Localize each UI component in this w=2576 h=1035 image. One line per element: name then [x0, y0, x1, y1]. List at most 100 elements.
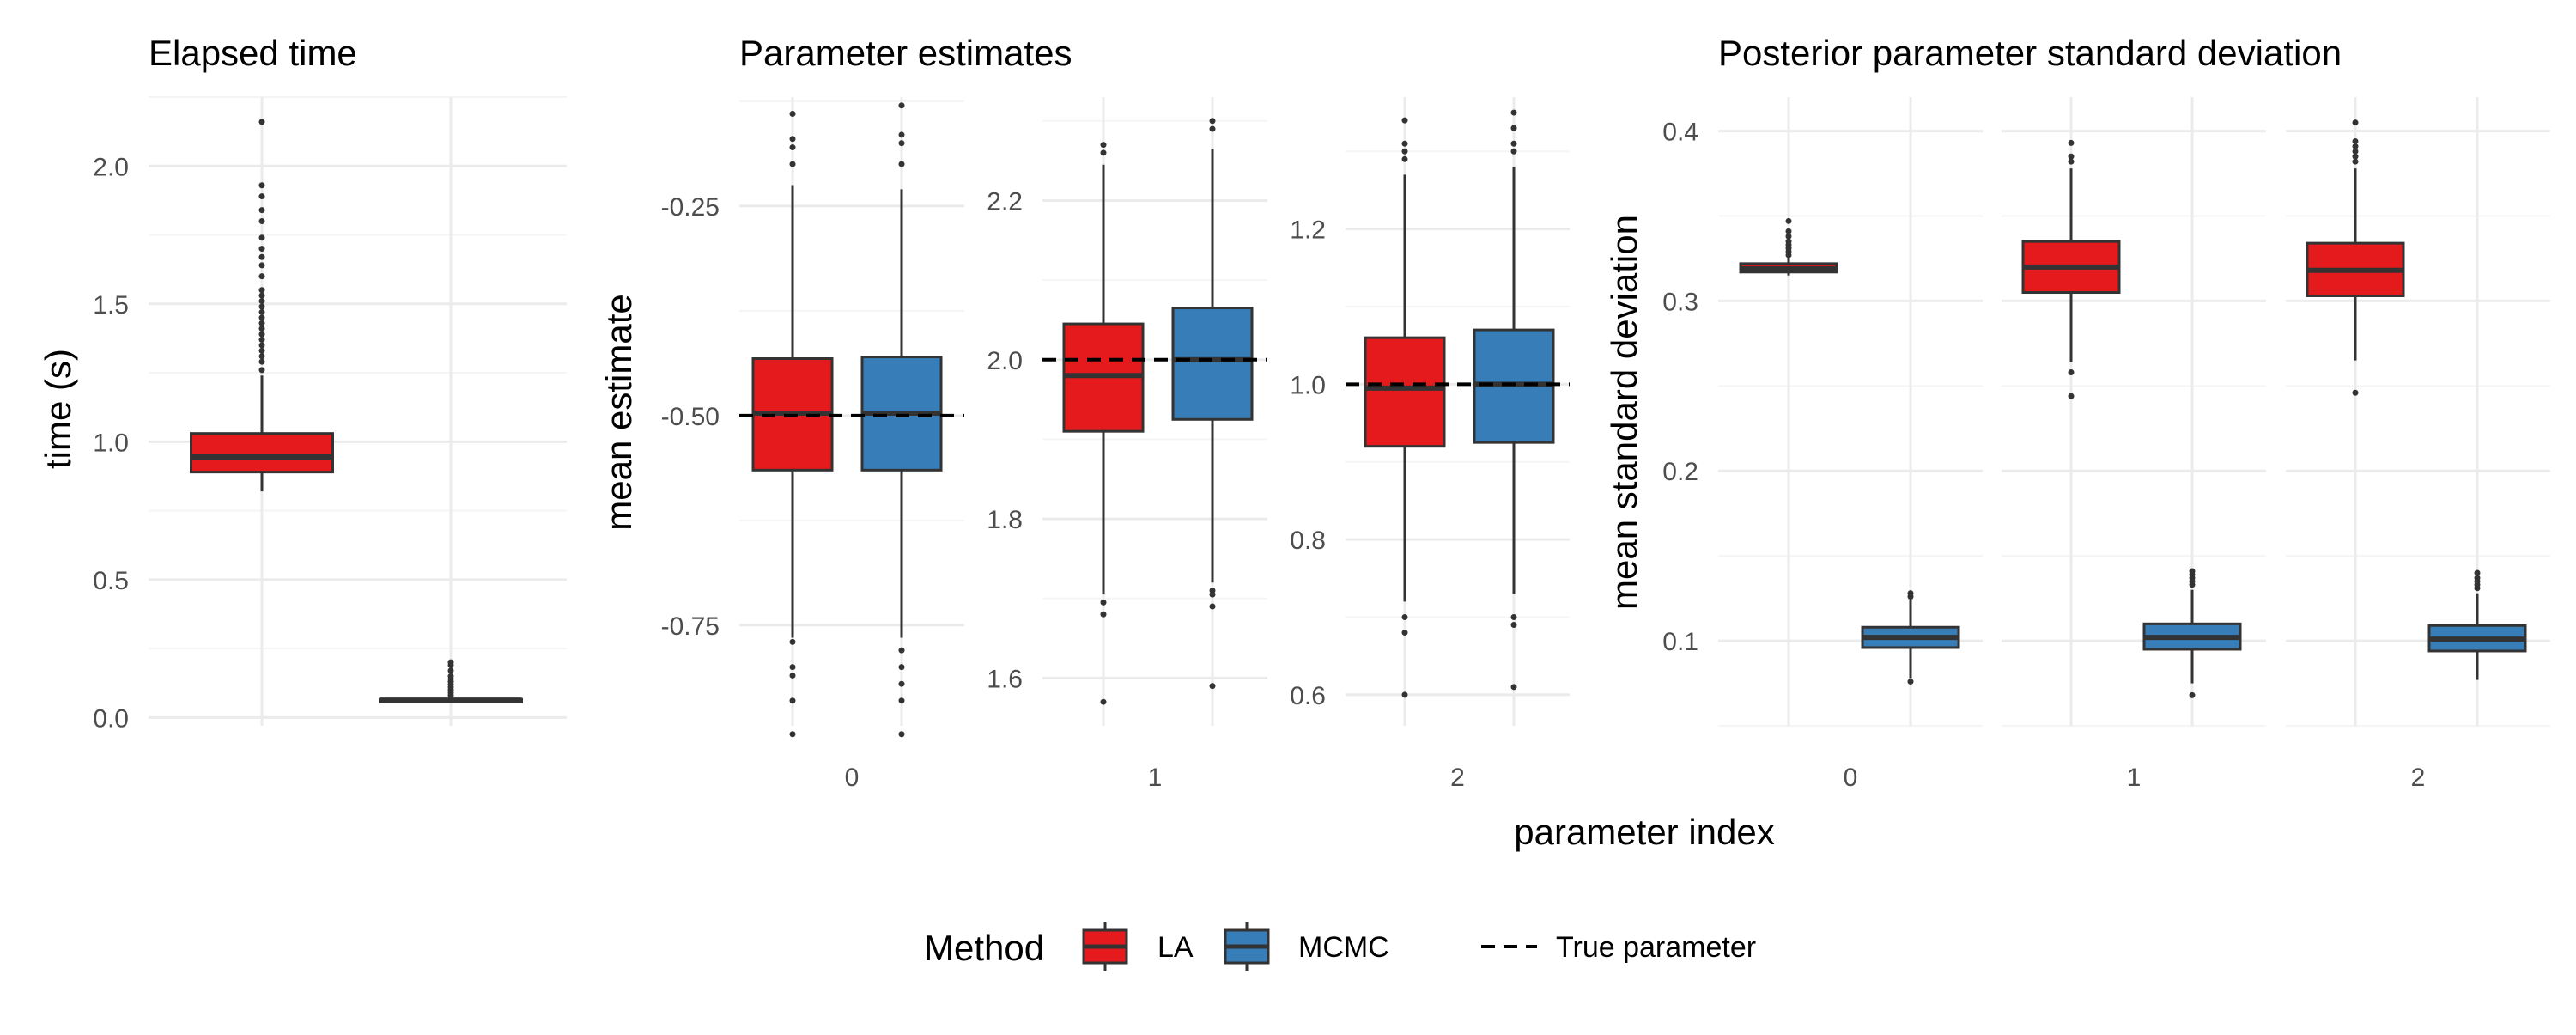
- panel1-facet0-y-tick-label-1: -0.50: [661, 403, 720, 431]
- panel2-facet1-la-outlier-3: [2068, 368, 2075, 375]
- panel0-facet0-la-outlier-16: [258, 262, 265, 269]
- panel0-facet0-la-outlier-3: [258, 347, 265, 354]
- panel1-facet0-mcmc-outlier-7: [898, 697, 905, 704]
- panel0-facet0-la-outlier-10: [258, 308, 265, 315]
- panel0-facet0-la-outlier-6: [258, 331, 265, 338]
- panel1-facet0-la-outlier-8: [789, 731, 796, 738]
- panel1-facet2-y-tick-label-3: 1.2: [1290, 216, 1326, 245]
- panel2-facet2-la-outlier-5: [2352, 119, 2359, 126]
- panel0-facet0-la-outlier-12: [258, 298, 265, 305]
- panel0-facet0-la-outlier-7: [258, 326, 265, 332]
- panel1-facet2-y-tick-label-2: 1.0: [1290, 371, 1326, 399]
- panel1-facet1-y-tick-label-2: 2.0: [987, 347, 1023, 375]
- x-axis-title: parameter index: [1514, 812, 1775, 852]
- panel2-facet2-la-outlier-2: [2352, 148, 2359, 155]
- panel0-facet0-la-outlier-17: [258, 253, 265, 260]
- panel1-facet2-la-outlier-0: [1401, 155, 1408, 162]
- panel1-facet1-la-outlier-0: [1100, 149, 1107, 156]
- panel1-facet0-la-outlier-7: [789, 697, 796, 704]
- legend-key-mcmc: [1224, 922, 1270, 971]
- panel2-facet0-la-outlier-6: [1785, 228, 1792, 234]
- panel2-facet0-y-tick-label-0: 0.1: [1662, 628, 1698, 656]
- panel0-facet0-la-outlier-19: [258, 234, 265, 241]
- legend-label-la: LA: [1157, 931, 1194, 964]
- panel1-facet2-la-outlier-1: [1401, 148, 1408, 155]
- panel2-facet0-mcmc-outlier-1: [1907, 590, 1914, 597]
- panel1-facet0-la-outlier-0: [789, 111, 796, 118]
- panel2-facet0-y-tick-label-1: 0.2: [1662, 458, 1698, 486]
- legend-title: Method: [924, 928, 1044, 968]
- panel2-facet0-la-outlier-4: [1785, 238, 1792, 245]
- panel2-facet0-x-tick-label: 0: [1844, 764, 1858, 792]
- panel1-facet2-y-tick-label-0: 0.6: [1290, 682, 1326, 710]
- panel1-facet1-la-outlier-1: [1100, 142, 1107, 149]
- panel1-facet1-mcmc-outlier-1: [1209, 118, 1216, 125]
- panel1-facet2-mcmc-outlier-1: [1510, 140, 1517, 147]
- panel1-facet0-mcmc-outlier-1: [898, 131, 905, 138]
- panel0-facet0-mcmc-outlier-8: [447, 667, 454, 674]
- panel1-facet2-y-tick-label-1: 0.8: [1290, 527, 1326, 555]
- panel1-facet2-mcmc-outlier-0: [1510, 148, 1517, 155]
- panel0-facet0-la-outlier-0: [258, 367, 265, 374]
- panel1-facet0-y-tick-label-2: -0.75: [661, 612, 720, 641]
- panel2-facet1-la-outlier-1: [2068, 153, 2075, 160]
- panel2-facet1-la-outlier-2: [2068, 139, 2075, 146]
- panel1-facet1-mcmc-box: [1171, 307, 1254, 421]
- panel0-facet0-y-tick-label-3: 1.5: [93, 291, 129, 320]
- panel2-facet2-mcmc-outlier-4: [2474, 569, 2481, 576]
- panel2-facet0-y-tick-label-3: 0.4: [1662, 119, 1698, 147]
- panel1-facet0-mcmc-outlier-2: [898, 140, 905, 147]
- panel1-facet2-x-tick-label: 2: [1450, 764, 1465, 792]
- panel2-facet0-y-tick-label-2: 0.3: [1662, 288, 1698, 316]
- panel2-facet1-la-outlier-4: [2068, 393, 2075, 399]
- panel1-facet2-la-outlier-4: [1401, 613, 1408, 620]
- panel0-facet0-la-outlier-15: [258, 273, 265, 280]
- estimates-y-axis-title: mean estimate: [598, 294, 639, 530]
- panel1-facet1-y-tick-label-1: 1.8: [987, 506, 1023, 534]
- panel1-facet0-mcmc-outlier-5: [898, 664, 905, 671]
- panel1-facet2-mcmc-outlier-5: [1510, 622, 1517, 629]
- panel1-facet0-la-outlier-1: [789, 136, 796, 143]
- panel2-facet1-mcmc-outlier-4: [2189, 568, 2196, 575]
- panel2-facet2-la-outlier-4: [2352, 137, 2359, 144]
- panel1-facet1-y-tick-label-0: 1.6: [987, 665, 1023, 693]
- panel2-facet2-la-outlier-1: [2352, 153, 2359, 160]
- panel1-facet0-mcmc-outlier-0: [898, 102, 905, 109]
- sd-y-axis-title: mean standard deviation: [1604, 215, 1644, 610]
- panel0-facet0-y-tick-label-4: 2.0: [93, 153, 129, 181]
- panel2-facet0-mcmc-outlier-2: [1907, 679, 1914, 685]
- panel0-facet0-la-outlier-9: [258, 314, 265, 321]
- panel1-facet2-la-outlier-2: [1401, 140, 1408, 147]
- panel2-facet2-la-outlier-0: [2352, 158, 2359, 165]
- panel0-facet0-mcmc-outlier-7: [447, 673, 454, 679]
- panel1-facet0-x-tick-label: 0: [845, 764, 860, 792]
- panel0-facet0-la-outlier-22: [258, 193, 265, 200]
- panel1-facet1-mcmc-outlier-0: [1209, 125, 1216, 132]
- panel0-facet0-la-outlier-18: [258, 246, 265, 253]
- panel0-facet0-la-outlier-5: [258, 337, 265, 344]
- text-layer: Elapsed time Parameter estimates Posteri…: [38, 33, 2425, 852]
- panel1-facet0-mcmc-outlier-8: [898, 731, 905, 738]
- panel2-facet0-la-outlier-5: [1785, 233, 1792, 240]
- panel1-facet1-la-outlier-4: [1100, 698, 1107, 705]
- panel0-facet0-la-outlier-1: [258, 358, 265, 365]
- panel1-facet0-la-outlier-4: [789, 638, 796, 645]
- panel1-facet2-la-outlier-6: [1401, 691, 1408, 698]
- panel2-facet2-mcmc-outlier-3: [2474, 575, 2481, 581]
- panel0-facet0-la-outlier-13: [258, 292, 265, 299]
- panel1-facet2-la-outlier-5: [1401, 630, 1408, 636]
- panel2-facet1-x-tick-label: 1: [2127, 764, 2142, 792]
- legend-label-true-parameter: True parameter: [1556, 931, 1756, 964]
- panel1-facet0-y-tick-label-0: -0.25: [661, 193, 720, 222]
- panel0-facet0-la-box: [190, 432, 334, 474]
- panel2-facet2-la-outlier-6: [2352, 389, 2359, 396]
- elapsed-y-axis-title: time (s): [38, 349, 78, 469]
- panel1-facet1-mcmc-outlier-4: [1209, 603, 1216, 610]
- panel1-facet1-y-tick-label-3: 2.2: [987, 187, 1023, 216]
- estimates-panel-title: Parameter estimates: [739, 33, 1072, 73]
- grid-layer: [149, 96, 2550, 727]
- sd-panel-title: Posterior parameter standard deviation: [1718, 33, 2342, 73]
- panel0-facet0-mcmc-outlier-10: [447, 659, 454, 666]
